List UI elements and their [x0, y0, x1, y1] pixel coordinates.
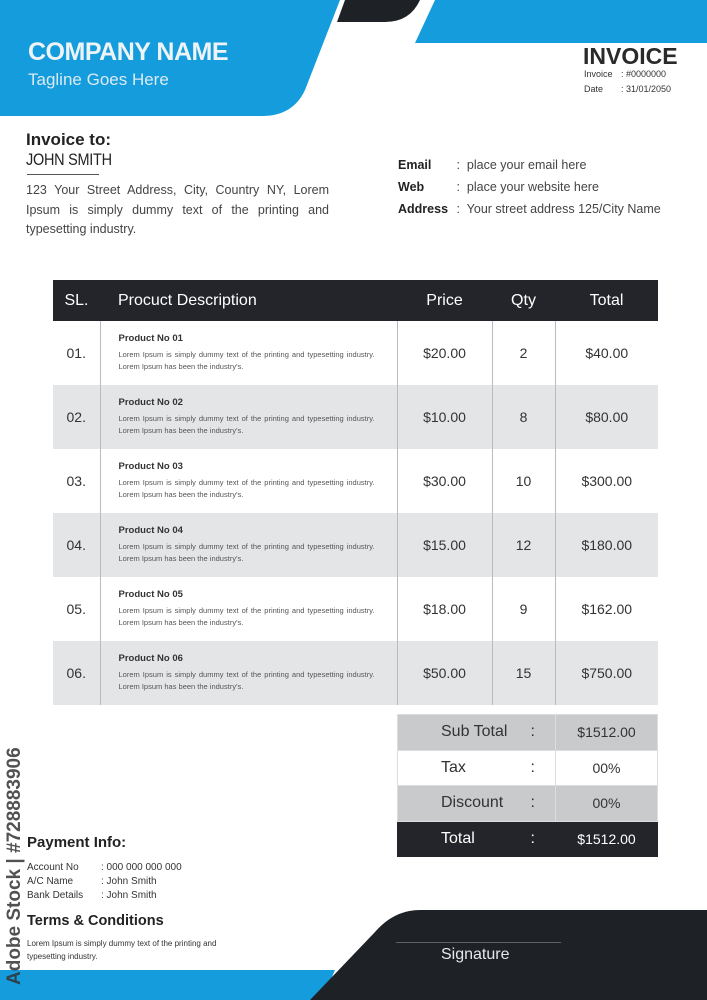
table-row: 02. Product No 02 Lorem Ipsum is simply d… [53, 385, 658, 449]
watermark: Adobe Stock | #728883906 [4, 747, 25, 985]
table-row: 03. Product No 03 Lorem Ipsum is simply d… [53, 449, 658, 513]
tax-label: Tax [441, 758, 466, 776]
row-total: $40.00 [585, 345, 629, 361]
payment-heading: Payment Info: [27, 834, 127, 851]
discount-value: 00% [555, 785, 658, 822]
subtotal-value: $1512.00 [555, 714, 658, 751]
table-row: 01. Product No 01 Lorem Ipsum is simply d… [53, 321, 658, 385]
row-description: Product No 03 Lorem Ipsum is simply dummy… [100, 449, 398, 513]
payment-bank: Bank Details: John Smith [27, 890, 157, 901]
table-row: 04. Product No 04 Lorem Ipsum is simply d… [53, 513, 658, 577]
contact-email: Email : place your email here [398, 158, 587, 172]
tagline: Tagline Goes Here [28, 70, 169, 89]
discount-label: Discount [441, 794, 504, 812]
footer-blue-band [0, 970, 335, 1000]
product-title: Product No 06 [118, 653, 183, 664]
header-dark-shape [337, 0, 420, 22]
row-total: $750.00 [555, 641, 658, 705]
product-desc: Lorem Ipsum is simply dummy text of the … [118, 478, 375, 499]
row-description: Product No 01 Lorem Ipsum is simply dummy… [100, 321, 398, 385]
footer-dark-shape [310, 910, 707, 1000]
signature-label: Signature [441, 946, 510, 963]
row-total: $300.00 [581, 473, 633, 489]
table-row: 06. Product No 06 Lorem Ipsum is simply d… [53, 641, 658, 705]
payment-account: Account No: 000 000 000 000 [27, 862, 182, 873]
total-label: Total [441, 829, 475, 847]
client-name: JOHN SMITH [26, 150, 112, 169]
header-blue-shape [0, 0, 340, 116]
product-title: Product No 04 [118, 525, 183, 536]
subtotal-label: Sub Total [441, 723, 508, 741]
row-sl: 06. [53, 641, 101, 705]
company-name: COMPANY NAME [28, 38, 229, 66]
table-header: SL. Procuct Description Price Qty Total [53, 280, 658, 321]
subtotal-row: Sub Total: $1512.00 [397, 714, 658, 751]
signature-line [396, 942, 561, 943]
row-description: Product No 02 Lorem Ipsum is simply dummy… [100, 385, 398, 449]
row-description: Product No 04 Lorem Ipsum is simply dummy… [100, 513, 398, 577]
row-price: $20.00 [397, 321, 493, 385]
row-sl: 01. [53, 321, 101, 385]
bill-to-heading: Invoice to: [26, 130, 112, 149]
product-title: Product No 05 [118, 589, 183, 600]
product-desc: Lorem Ipsum is simply dummy text of the … [118, 606, 375, 627]
row-price: $18.00 [397, 577, 493, 641]
row-qty: 12 [492, 513, 556, 577]
header-blue-band [415, 0, 707, 43]
product-desc: Lorem Ipsum is simply dummy text of the … [118, 670, 375, 691]
tax-value: 00% [555, 749, 658, 786]
divider [27, 174, 99, 175]
items-table: SL. Procuct Description Price Qty Total … [53, 280, 658, 705]
col-description: Procuct Description [100, 280, 397, 321]
row-total: $162.00 [581, 601, 633, 617]
terms-text: Lorem Ipsum is simply dummy text of the … [27, 939, 217, 961]
col-qty: Qty [492, 280, 555, 321]
invoice-title: INVOICE [583, 43, 678, 69]
contact-web: Web : place your website here [398, 180, 599, 194]
row-price: $30.00 [397, 449, 493, 513]
row-description: Product No 05 Lorem Ipsum is simply dummy… [100, 577, 398, 641]
table-row: 05. Product No 05 Lorem Ipsum is simply d… [53, 577, 658, 641]
total-value: $1512.00 [555, 820, 658, 857]
product-desc: Lorem Ipsum is simply dummy text of the … [118, 414, 375, 435]
row-qty: 9 [492, 577, 556, 641]
product-desc: Lorem Ipsum is simply dummy text of the … [118, 350, 375, 371]
product-title: Product No 02 [118, 397, 183, 408]
client-address: 123 Your Street Address, City, Country N… [26, 183, 329, 236]
product-title: Product No 03 [118, 461, 183, 472]
terms-heading: Terms & Conditions [27, 913, 164, 929]
row-price: $50.00 [397, 641, 493, 705]
row-qty: 10 [492, 449, 556, 513]
row-sl: 05. [53, 577, 101, 641]
row-sl: 02. [53, 385, 101, 449]
row-description: Product No 06 Lorem Ipsum is simply dummy… [100, 641, 398, 705]
payment-ac-name: A/C Name: John Smith [27, 876, 157, 887]
row-qty: 2 [492, 321, 556, 385]
row-qty: 15 [492, 641, 556, 705]
invoice-number: Invoice: #0000000 [584, 69, 667, 79]
invoice-date: Date: 31/01/2050 [584, 84, 672, 94]
row-sl: 04. [53, 513, 101, 577]
product-desc: Lorem Ipsum is simply dummy text of the … [118, 542, 375, 563]
row-qty: 8 [492, 385, 556, 449]
product-title: Product No 01 [118, 333, 183, 344]
row-price: $15.00 [397, 513, 493, 577]
row-total: $80.00 [555, 385, 658, 449]
row-price: $10.00 [397, 385, 493, 449]
row-sl: 03. [53, 449, 101, 513]
col-total: Total [555, 280, 658, 321]
tax-row: Tax:00% [397, 749, 658, 786]
total-row: Total: $1512.00 [397, 820, 658, 857]
col-price: Price [397, 280, 492, 321]
col-sl: SL. [53, 280, 100, 321]
contact-address: Address : Your street address 125/City N… [398, 202, 661, 216]
discount-row: Discount:00% [397, 785, 658, 822]
row-total: $180.00 [555, 513, 658, 577]
totals-table: Sub Total: $1512.00 Tax:00% Discount:00% … [397, 714, 658, 857]
